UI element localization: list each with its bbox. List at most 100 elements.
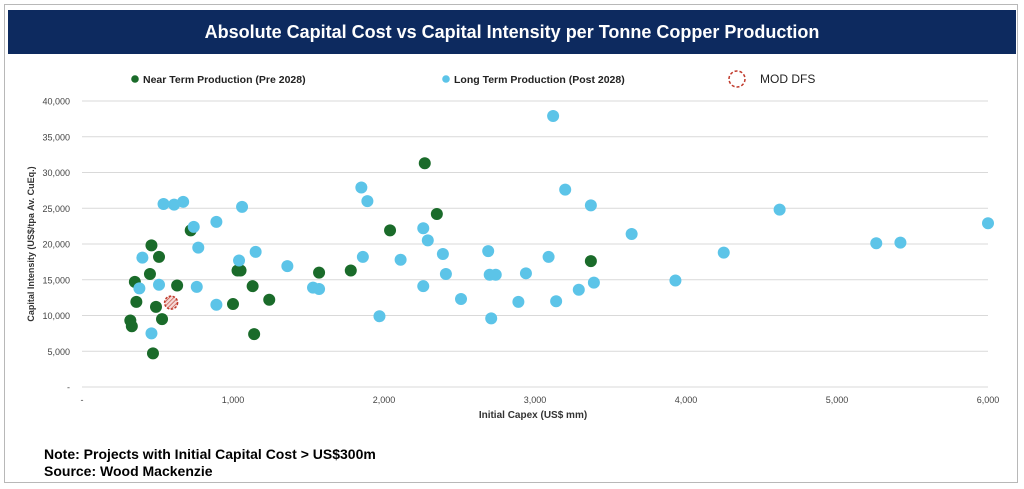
long-term-point <box>210 298 223 311</box>
near-term-point <box>143 268 156 281</box>
near-term-point <box>248 328 261 341</box>
near-term-point <box>418 157 431 170</box>
long-term-point <box>773 203 786 216</box>
long-term-point <box>356 250 369 263</box>
long-term-point <box>355 181 368 194</box>
x-tick-label: 5,000 <box>826 395 849 405</box>
near-term-point <box>344 264 357 277</box>
near-term-point <box>246 280 259 293</box>
long-term-point <box>489 268 502 281</box>
long-term-point <box>187 220 200 233</box>
long-term-point <box>281 260 294 273</box>
long-term-point <box>572 283 585 296</box>
long-term-point <box>177 195 190 208</box>
x-tick-label: - <box>81 395 84 405</box>
y-tick-label: 25,000 <box>42 204 70 214</box>
near-term-point <box>171 279 184 292</box>
long-term-point <box>233 254 246 267</box>
near-term-point <box>149 300 162 313</box>
long-term-point <box>717 246 730 259</box>
long-term-point <box>436 248 449 261</box>
legend: Near Term Production (Pre 2028) Long Term… <box>131 70 815 88</box>
near-term-point <box>146 347 159 360</box>
near-term-point <box>153 250 166 263</box>
near-term-point <box>227 298 239 311</box>
long-term-point <box>542 250 555 263</box>
chart-title: Absolute Capital Cost vs Capital Intensi… <box>8 10 1016 54</box>
legend-label: Near Term Production (Pre 2028) <box>143 74 306 86</box>
long-term-point <box>550 295 563 308</box>
x-tick-label: 3,000 <box>524 395 547 405</box>
long-term-point <box>145 327 158 340</box>
y-tick-label: 35,000 <box>42 132 70 142</box>
near-term-point <box>156 313 169 326</box>
near-term-point <box>263 293 276 306</box>
near-term-point <box>125 320 138 333</box>
long-term-point <box>584 199 597 212</box>
near-term-point <box>430 207 443 220</box>
y-tick-label: - <box>67 383 70 393</box>
near-term-point <box>145 239 158 252</box>
long-term-point <box>421 234 434 247</box>
y-tick-label: 20,000 <box>42 240 70 250</box>
long-term-point <box>485 312 498 325</box>
x-tick-label: 4,000 <box>675 395 698 405</box>
source-text: Source: Wood Mackenzie <box>44 463 213 479</box>
long-term-point <box>210 215 223 228</box>
long-term-point <box>136 251 149 264</box>
long-term-point <box>669 274 682 287</box>
gridlines <box>82 100 988 388</box>
long-term-point <box>519 267 532 280</box>
long-term-point <box>894 236 907 249</box>
long-term-point <box>587 276 600 289</box>
x-tick-label: 1,000 <box>222 395 245 405</box>
y-tick-label: 15,000 <box>42 275 70 285</box>
mod-dfs-point <box>163 295 179 310</box>
long-term-point <box>982 217 994 230</box>
y-tick-label: 10,000 <box>42 311 70 321</box>
y-tick-label: 30,000 <box>42 168 70 178</box>
long-term-point <box>417 280 430 293</box>
long-term-point <box>417 222 430 235</box>
data-points <box>124 110 994 360</box>
legend-label: Long Term Production (Post 2028) <box>454 74 625 86</box>
legend-marker-long-term <box>442 75 450 83</box>
y-tick-label: 5,000 <box>47 347 70 357</box>
long-term-point <box>236 200 249 213</box>
axes: - 5,000 10,000 15,000 20,000 25,000 30,000 35,0… <box>42 97 999 406</box>
long-term-point <box>168 198 181 211</box>
legend-marker-near-term <box>131 75 139 83</box>
long-term-point <box>373 310 386 323</box>
x-tick-label: 2,000 <box>373 395 396 405</box>
legend-marker-mod-dfs <box>728 70 746 88</box>
near-term-point <box>384 224 397 237</box>
long-term-point <box>559 183 572 196</box>
long-term-point <box>313 283 326 296</box>
long-term-point <box>547 110 560 123</box>
long-term-point <box>249 245 262 258</box>
long-term-point <box>439 268 452 281</box>
near-term-point <box>584 255 597 268</box>
long-term-point <box>153 278 166 291</box>
y-axis-label: Capital Intensity (US$/tpa Av. CuEq.) <box>26 166 36 321</box>
long-term-point <box>361 195 374 208</box>
long-term-point <box>625 227 638 240</box>
y-tick-label: 40,000 <box>42 97 70 107</box>
note-text: Note: Projects with Initial Capital Cost… <box>44 446 376 462</box>
near-term-point <box>130 295 143 308</box>
long-term-point <box>133 282 146 295</box>
long-term-point <box>192 241 205 254</box>
near-term-point <box>313 266 326 279</box>
x-axis-label: Initial Capex (US$ mm) <box>479 410 587 421</box>
long-term-point <box>190 280 203 293</box>
long-term-point <box>157 197 170 210</box>
long-term-point <box>512 295 525 308</box>
long-term-point <box>394 253 407 266</box>
long-term-point <box>455 293 468 306</box>
near-term-point <box>234 264 247 277</box>
long-term-point <box>870 237 883 250</box>
long-term-point <box>482 245 495 258</box>
x-tick-label: 6,000 <box>977 395 1000 405</box>
legend-label: MOD DFS <box>760 72 815 86</box>
